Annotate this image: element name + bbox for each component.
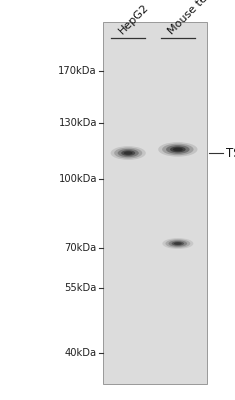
FancyBboxPatch shape (103, 22, 207, 384)
Ellipse shape (162, 238, 193, 249)
Text: 70kDa: 70kDa (65, 243, 97, 253)
Ellipse shape (172, 241, 184, 246)
Ellipse shape (174, 242, 182, 245)
Ellipse shape (124, 151, 133, 155)
Ellipse shape (158, 142, 197, 157)
Text: Mouse testis: Mouse testis (166, 0, 223, 36)
Ellipse shape (162, 144, 194, 155)
Ellipse shape (118, 149, 139, 157)
Text: TSR1: TSR1 (226, 146, 235, 160)
Ellipse shape (168, 240, 187, 247)
Ellipse shape (166, 145, 190, 154)
Ellipse shape (173, 148, 183, 151)
Text: 40kDa: 40kDa (65, 348, 97, 358)
Ellipse shape (170, 146, 186, 152)
Text: HepG2: HepG2 (117, 2, 151, 36)
Ellipse shape (114, 148, 142, 158)
Text: 55kDa: 55kDa (65, 283, 97, 293)
Ellipse shape (165, 239, 190, 248)
Ellipse shape (121, 150, 135, 156)
Text: 130kDa: 130kDa (59, 118, 97, 128)
Text: 100kDa: 100kDa (59, 174, 97, 184)
Text: 170kDa: 170kDa (58, 66, 97, 76)
Ellipse shape (111, 146, 146, 160)
